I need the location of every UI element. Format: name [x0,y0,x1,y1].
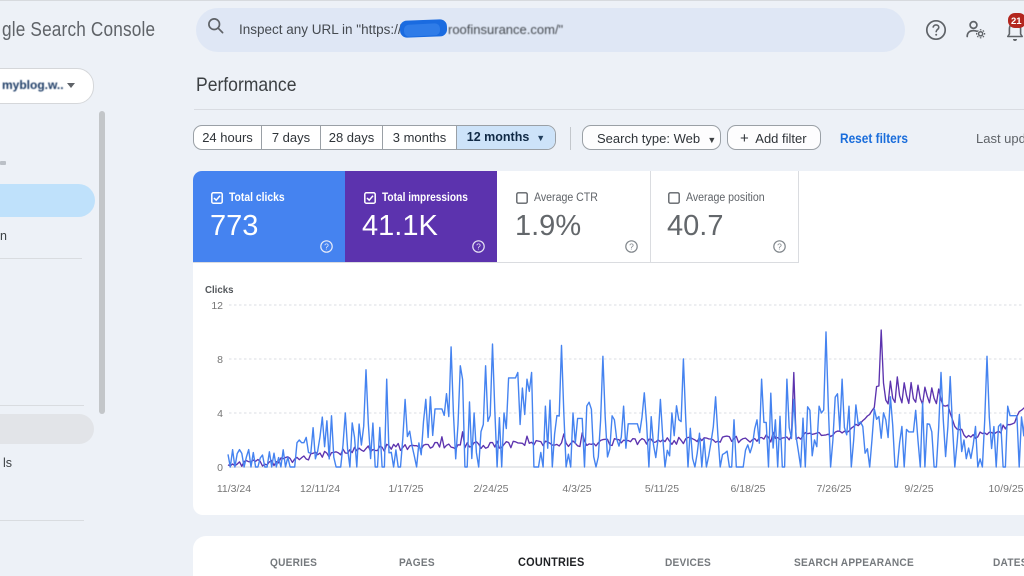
svg-text:12: 12 [211,300,223,312]
svg-text:?: ? [629,242,634,252]
svg-text:12/11/24: 12/11/24 [300,483,340,495]
svg-text:4: 4 [217,408,223,420]
svg-text:10/9/25: 10/9/25 [988,483,1023,495]
svg-text:?: ? [476,242,481,252]
svg-text:8: 8 [217,354,223,366]
svg-text:?: ? [777,242,782,252]
svg-text:1/17/25: 1/17/25 [388,483,423,495]
svg-text:11/3/24: 11/3/24 [217,483,251,495]
svg-text:4/3/25: 4/3/25 [562,483,591,495]
svg-text:0: 0 [217,462,223,474]
svg-text:7/26/25: 7/26/25 [816,483,851,495]
svg-text:?: ? [324,242,329,252]
svg-text:9/2/25: 9/2/25 [904,483,933,495]
svg-text:5/11/25: 5/11/25 [645,483,679,495]
svg-text:6/18/25: 6/18/25 [730,483,765,495]
svg-text:2/24/25: 2/24/25 [473,483,508,495]
